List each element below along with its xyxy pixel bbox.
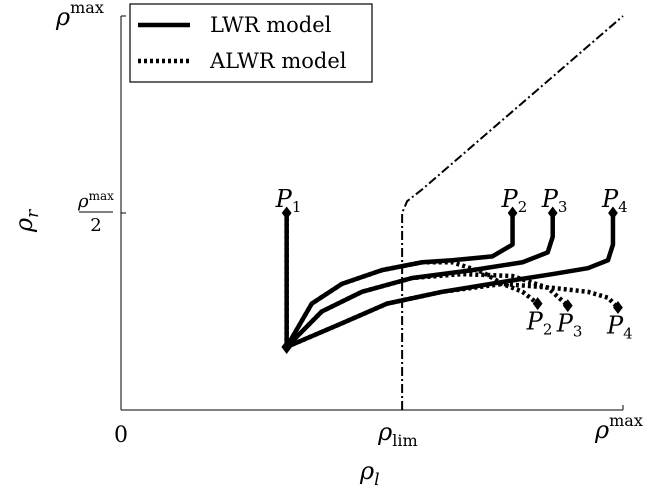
legend-label-1: ALWR model bbox=[209, 49, 347, 73]
origin-point-marker bbox=[281, 339, 292, 354]
x-tick-label-1: ρlim bbox=[377, 418, 418, 450]
curves bbox=[284, 15, 624, 410]
point-label-2: P3 bbox=[541, 185, 568, 216]
point-marker-6 bbox=[613, 301, 623, 315]
point-marker-3 bbox=[608, 206, 618, 220]
point-label-1: P2 bbox=[501, 185, 528, 216]
point-marker-5 bbox=[562, 299, 573, 313]
point-marker-4 bbox=[532, 297, 543, 311]
y-tick-label-1: ρmax bbox=[55, 0, 104, 31]
x-axis-label: ρl bbox=[359, 457, 380, 490]
axes bbox=[120, 15, 624, 411]
x-tick-label-2: ρmax bbox=[594, 411, 643, 444]
legend: LWR model ALWR model bbox=[129, 3, 373, 83]
point-label-5: P3 bbox=[556, 310, 583, 341]
legend-box bbox=[129, 3, 373, 83]
point-label-4: P2 bbox=[526, 308, 553, 339]
y-tick-label-numerator-0: ρmax bbox=[77, 189, 114, 212]
point-marker-0 bbox=[281, 206, 292, 220]
legend-label-0: LWR model bbox=[210, 13, 332, 37]
x-tick-label-0: 0 bbox=[114, 423, 128, 448]
point-label-0: P1 bbox=[275, 185, 302, 216]
lwr-curve-2 bbox=[285, 213, 555, 349]
point-marker-1 bbox=[507, 206, 518, 220]
alwr-curve-6 bbox=[285, 271, 570, 349]
alwr-curve-7 bbox=[285, 281, 620, 350]
axis-labels: ρl ρr bbox=[10, 209, 380, 490]
y-tick-label-denominator-0: 2 bbox=[90, 215, 101, 236]
point-label-3: P4 bbox=[601, 185, 628, 216]
point-label-6: P4 bbox=[606, 312, 633, 343]
tick-labels: 0 ρlim ρmax ρmax 2 ρmax bbox=[55, 0, 643, 450]
alwr-curve-5 bbox=[284, 260, 540, 349]
y-axis-label: ρr bbox=[10, 209, 43, 233]
point-marker-2 bbox=[547, 206, 558, 220]
